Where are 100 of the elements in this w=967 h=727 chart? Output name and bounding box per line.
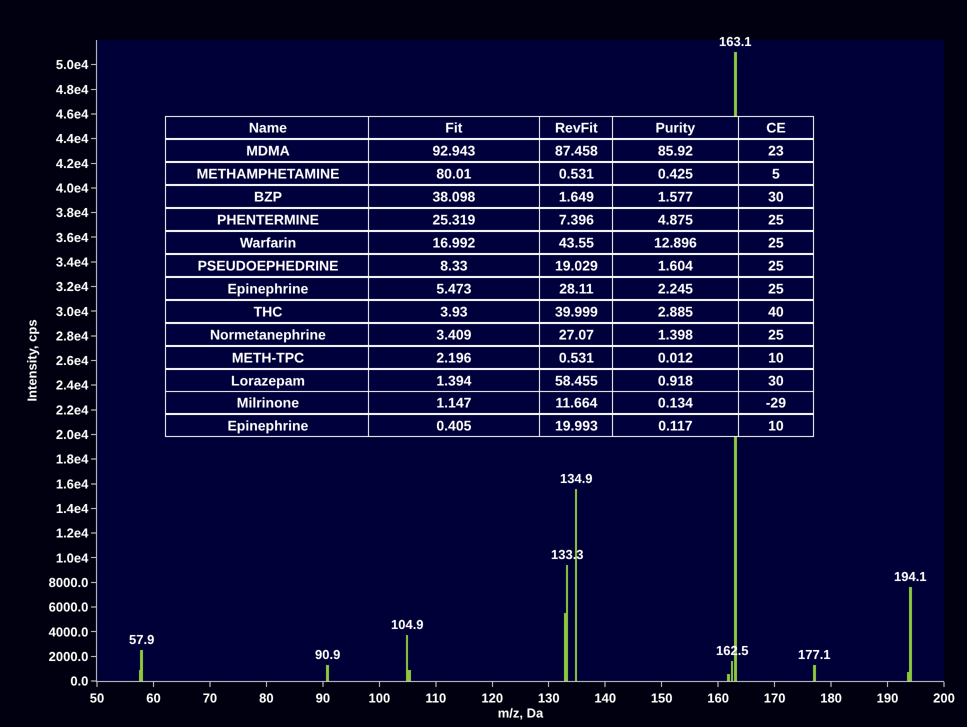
table: 0.531 bbox=[539, 346, 614, 369]
y-tick-label: 2.6e4 bbox=[56, 353, 90, 368]
table: Name bbox=[165, 116, 371, 139]
x-tick-label: 190 bbox=[876, 690, 898, 706]
x-tick-label: 160 bbox=[707, 690, 729, 706]
table: METHAMPHETAMINE bbox=[165, 162, 371, 185]
y-tick-label: 8000.0 bbox=[48, 574, 88, 590]
table: 16.992 bbox=[368, 231, 540, 254]
table: 0.134 bbox=[612, 391, 739, 414]
x-tick-label: 90 bbox=[316, 690, 330, 706]
table: Milrinone bbox=[165, 391, 371, 414]
table: 1.604 bbox=[612, 254, 739, 277]
table: PHENTERMINE bbox=[165, 208, 371, 231]
bar bbox=[326, 665, 329, 681]
category-label: RevFit bbox=[554, 120, 598, 136]
table: 8.33 bbox=[368, 254, 540, 277]
table: 40 bbox=[738, 300, 814, 323]
x-tick-label: 170 bbox=[764, 690, 786, 706]
table: 10 bbox=[738, 414, 814, 437]
table: THC bbox=[165, 300, 371, 323]
table: 25 bbox=[738, 208, 814, 231]
annotation: 163.1 bbox=[719, 34, 752, 49]
table: 5 bbox=[738, 162, 814, 185]
table: 80.01 bbox=[368, 162, 540, 185]
bar bbox=[909, 587, 912, 681]
table: RevFit bbox=[539, 116, 614, 139]
y-tick-label: 5.0e4 bbox=[56, 57, 90, 72]
annotation: 57.9 bbox=[129, 632, 154, 647]
table: 39.999 bbox=[539, 300, 614, 323]
table: 0.918 bbox=[612, 369, 739, 392]
y-tick-label: 4.0e4 bbox=[56, 180, 90, 196]
table: 0.531 bbox=[539, 162, 614, 185]
table: 2.885 bbox=[612, 300, 739, 323]
table: Normetanephrine bbox=[165, 323, 371, 346]
annotation: 104.9 bbox=[391, 617, 424, 632]
table: 5.473 bbox=[368, 277, 540, 300]
y-tick-label: 1.0e4 bbox=[56, 550, 90, 566]
y-tick-label: 4.6e4 bbox=[56, 106, 90, 122]
y-tick-label: 3.0e4 bbox=[56, 304, 90, 319]
y-tick-label: 2.2e4 bbox=[56, 402, 90, 418]
y-tick-label: 3.6e4 bbox=[56, 230, 90, 245]
table: MDMA bbox=[165, 139, 371, 162]
table: 10 bbox=[738, 346, 814, 369]
x-tick-label: 140 bbox=[594, 690, 616, 706]
x-tick-label: 150 bbox=[650, 690, 673, 706]
table: 38.098 bbox=[368, 185, 540, 208]
table: 1.394 bbox=[368, 369, 540, 392]
category-label: Name bbox=[248, 120, 288, 136]
y-tick-label: 2000.0 bbox=[48, 648, 88, 664]
table: 2.196 bbox=[368, 346, 540, 369]
x-tick-label: 50 bbox=[90, 690, 104, 706]
table: Lorazepam bbox=[165, 369, 371, 392]
table: PSEUDOEPHEDRINE bbox=[165, 254, 371, 277]
x-tick-label: 130 bbox=[538, 690, 560, 706]
table: 30 bbox=[738, 369, 814, 392]
table: 2.245 bbox=[612, 277, 739, 300]
table: 43.55 bbox=[539, 231, 614, 254]
annotation: 90.9 bbox=[315, 647, 340, 662]
bar bbox=[140, 650, 143, 681]
table: 25 bbox=[738, 277, 814, 300]
y-tick-label: 2.8e4 bbox=[56, 328, 90, 344]
table: 1.577 bbox=[612, 185, 739, 208]
table: 3.93 bbox=[368, 300, 540, 323]
y-tick-label: 2.0e4 bbox=[56, 427, 90, 442]
table: 12.896 bbox=[612, 231, 739, 254]
category-label: CE bbox=[766, 120, 786, 136]
x-tick-label: 120 bbox=[481, 690, 504, 706]
table: 92.943 bbox=[368, 139, 540, 162]
category-label: Fit bbox=[445, 120, 463, 136]
table: 25 bbox=[738, 254, 814, 277]
x-tick-label: 200 bbox=[933, 690, 955, 706]
y-tick-label: 4.2e4 bbox=[56, 156, 90, 171]
table: 0.425 bbox=[612, 162, 739, 185]
bar bbox=[813, 665, 816, 681]
table: 19.993 bbox=[539, 414, 614, 437]
table: 25.319 bbox=[368, 208, 540, 231]
y-tick-label: 3.8e4 bbox=[56, 205, 90, 220]
table: 23 bbox=[738, 139, 814, 162]
table: 87.458 bbox=[539, 139, 614, 162]
table: 30 bbox=[738, 185, 814, 208]
table: 25 bbox=[738, 231, 814, 254]
table: 1.398 bbox=[612, 323, 739, 346]
table: -29 bbox=[738, 391, 814, 414]
y-tick-label: 6000.0 bbox=[48, 600, 88, 615]
x-tick-label: 110 bbox=[425, 690, 446, 706]
table: 25 bbox=[738, 323, 814, 346]
y-tick-label: 4.4e4 bbox=[56, 131, 90, 146]
y-tick-label: 4000.0 bbox=[48, 624, 88, 640]
table: 1.649 bbox=[539, 185, 614, 208]
table: BZP bbox=[165, 185, 371, 208]
table: CE bbox=[738, 116, 814, 139]
y-tick-label: 1.6e4 bbox=[56, 476, 90, 492]
table: METH-TPC bbox=[165, 346, 371, 369]
table: 0.012 bbox=[612, 346, 739, 369]
y-tick-label: 3.4e4 bbox=[56, 254, 90, 270]
table: Epinephrine bbox=[165, 277, 371, 300]
x-tick-label: 70 bbox=[202, 690, 218, 706]
category-label: Purity bbox=[656, 120, 696, 136]
table: 28.11 bbox=[539, 277, 614, 300]
table: 19.029 bbox=[539, 254, 614, 277]
